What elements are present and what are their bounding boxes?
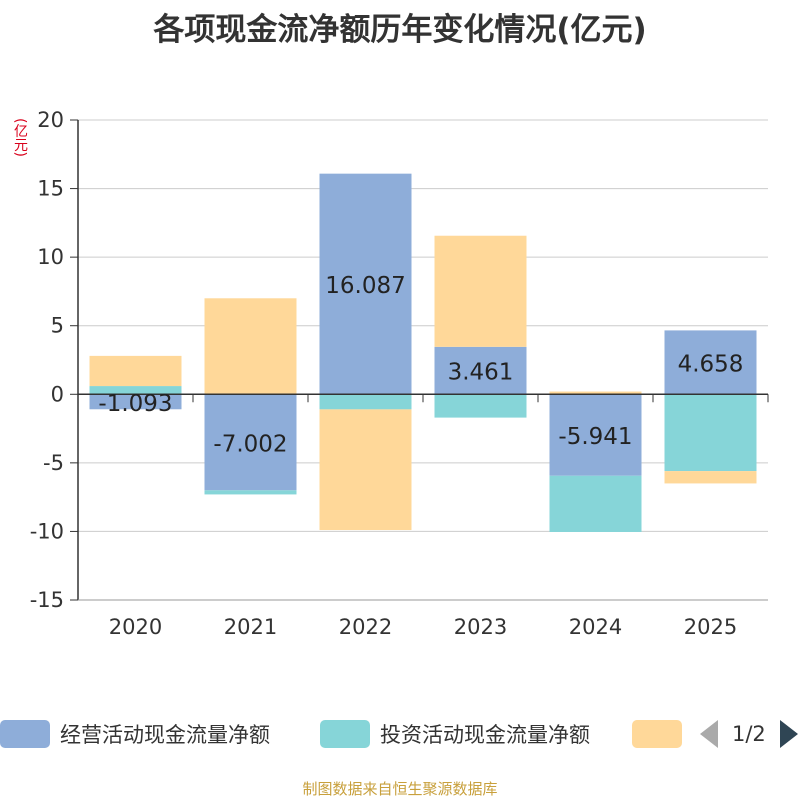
bar-series0-2024 — [549, 394, 642, 476]
bar-series2-2023 — [434, 235, 527, 347]
next-page-icon[interactable] — [779, 720, 798, 748]
data-label: 4.658 — [678, 351, 744, 377]
x-category-label: 2023 — [454, 615, 507, 639]
x-category-label: 2021 — [224, 615, 277, 639]
data-label: -5.941 — [558, 424, 632, 450]
bar-series2-2021 — [204, 298, 297, 395]
bar-series1-2022 — [319, 394, 412, 410]
legend-label-operating: 经营活动现金流量净额 — [60, 723, 270, 747]
bar-series1-2024 — [549, 475, 642, 532]
data-label: -1.093 — [98, 391, 172, 417]
bar-series0-2020 — [89, 394, 182, 410]
y-tick-label: -15 — [30, 588, 64, 612]
legend-label-investing: 投资活动现金流量净额 — [380, 723, 590, 747]
x-category-label: 2020 — [109, 615, 162, 639]
data-label: 16.087 — [325, 273, 405, 299]
legend-swatch-investing — [320, 720, 370, 748]
x-category-label: 2025 — [684, 615, 737, 639]
bar-series0-2023 — [434, 346, 527, 395]
y-tick-label: 0 — [51, 382, 64, 406]
y-tick-label: 5 — [51, 314, 64, 338]
legend-item-third[interactable] — [632, 716, 692, 752]
y-axis-unit-label: (亿元) — [12, 118, 28, 157]
bar-series1-2020 — [89, 386, 182, 395]
y-tick-label: -10 — [30, 519, 64, 543]
bar-series1-2023 — [434, 394, 527, 418]
legend-item-operating[interactable]: 经营活动现金流量净额 — [0, 716, 270, 752]
legend-page-indicator: 1/2 — [732, 722, 766, 746]
bar-series1-2021 — [204, 490, 297, 495]
data-label: 3.461 — [448, 360, 514, 386]
bar-series2-2020 — [89, 355, 182, 387]
bar-series2-2025 — [664, 471, 757, 484]
legend-item-investing[interactable]: 投资活动现金流量净额 — [320, 716, 590, 752]
x-category-label: 2022 — [339, 615, 392, 639]
data-source-note: 制图数据来自恒生聚源数据库 — [302, 780, 498, 798]
x-category-label: 2024 — [569, 615, 622, 639]
y-tick-label: 10 — [37, 245, 64, 269]
legend-pager: 1/2 — [700, 718, 798, 750]
legend-swatch-operating — [0, 720, 50, 748]
bar-series0-2025 — [664, 330, 757, 395]
bar-series2-2022 — [319, 409, 412, 531]
bar-series1-2025 — [664, 394, 757, 472]
bar-series2-2024 — [549, 391, 642, 395]
y-tick-label: -5 — [43, 451, 64, 475]
bar-series0-2021 — [204, 394, 297, 491]
bar-series0-2022 — [319, 173, 412, 395]
legend: 经营活动现金流量净额 投资活动现金流量净额 — [0, 716, 800, 756]
prev-page-icon[interactable] — [700, 720, 718, 748]
y-tick-label: 20 — [37, 108, 64, 132]
y-tick-label: 15 — [37, 177, 64, 201]
data-label: -7.002 — [213, 431, 287, 457]
legend-swatch-third — [632, 720, 682, 748]
chart-title: 各项现金流净额历年变化情况(亿元) — [153, 12, 647, 48]
